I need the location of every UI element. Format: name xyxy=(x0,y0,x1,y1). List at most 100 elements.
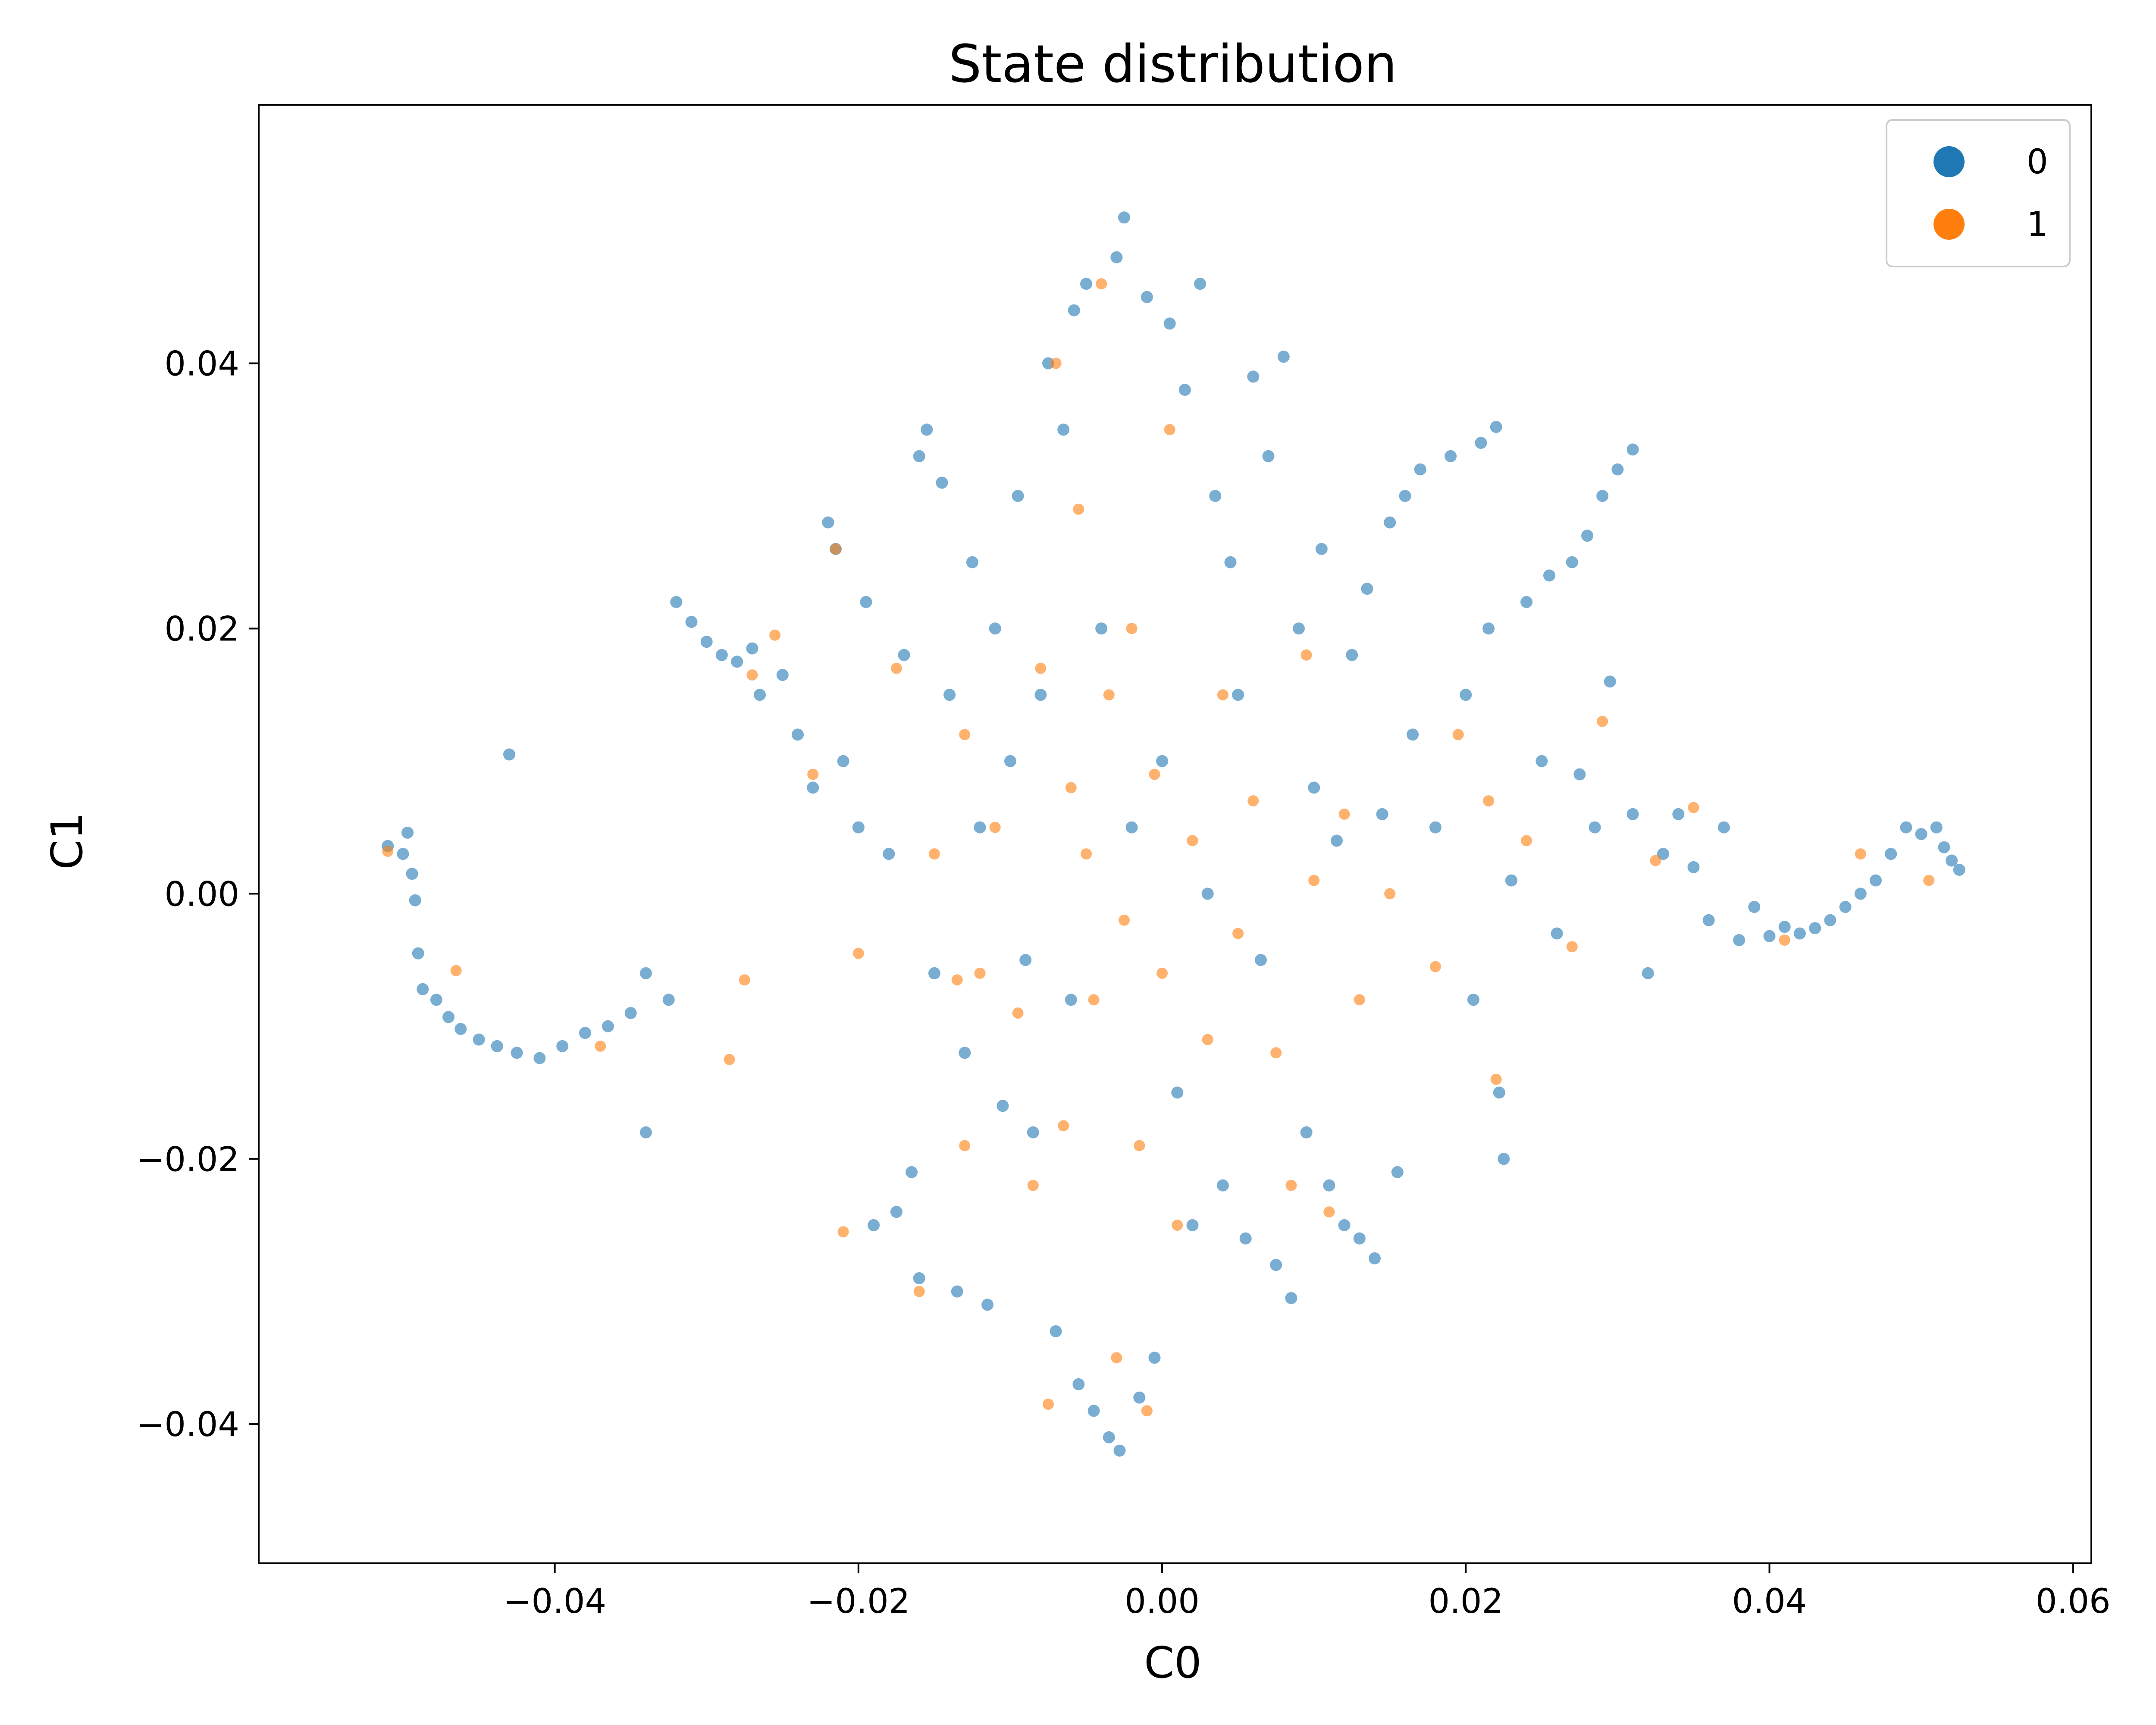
point-series-1-34 xyxy=(1134,1140,1145,1151)
point-series-0-93 xyxy=(1277,351,1290,363)
point-series-0-154 xyxy=(1930,821,1943,834)
point-series-0-81 xyxy=(1186,1219,1199,1231)
point-series-0-133 xyxy=(1626,443,1639,456)
point-series-0-51 xyxy=(974,821,986,834)
point-series-1-2 xyxy=(595,1040,606,1052)
point-series-1-59 xyxy=(1597,715,1608,727)
point-series-1-17 xyxy=(974,967,986,979)
point-series-0-123 xyxy=(1536,755,1548,767)
point-series-0-155 xyxy=(1938,841,1950,853)
point-series-1-22 xyxy=(1043,1399,1054,1410)
x-tick-label: 0.06 xyxy=(2036,1582,2111,1621)
point-series-0-107 xyxy=(1384,516,1396,529)
point-series-0-17 xyxy=(602,1020,614,1032)
point-series-0-104 xyxy=(1361,583,1373,595)
point-series-0-82 xyxy=(1194,278,1206,290)
x-tick-label: −0.04 xyxy=(503,1582,606,1621)
point-series-0-9 xyxy=(454,1023,467,1035)
x-tick-label: 0.04 xyxy=(1732,1582,1807,1621)
point-series-0-145 xyxy=(1793,927,1806,940)
point-series-1-21 xyxy=(1035,662,1047,674)
x-tick-label: 0.00 xyxy=(1125,1582,1200,1621)
point-series-0-96 xyxy=(1300,1126,1313,1138)
point-series-0-132 xyxy=(1611,463,1624,476)
point-series-0-10 xyxy=(473,1033,485,1046)
point-series-0-128 xyxy=(1581,530,1593,542)
point-series-0-50 xyxy=(966,556,978,568)
point-series-1-52 xyxy=(1384,888,1396,900)
point-series-0-153 xyxy=(1915,828,1927,840)
point-series-1-3 xyxy=(724,1054,735,1065)
x-axis-label: C0 xyxy=(1144,1637,1201,1688)
y-tick-label: 0.00 xyxy=(164,875,239,914)
point-series-0-117 xyxy=(1482,622,1495,635)
x-tick-label: −0.02 xyxy=(807,1582,910,1621)
point-series-0-91 xyxy=(1262,450,1275,462)
point-series-0-32 xyxy=(822,516,834,529)
point-series-0-135 xyxy=(1642,967,1654,979)
point-series-1-38 xyxy=(1164,424,1175,436)
point-series-0-1 xyxy=(397,848,409,860)
point-series-0-105 xyxy=(1369,1252,1381,1264)
point-series-1-9 xyxy=(837,1226,849,1238)
point-series-0-116 xyxy=(1475,437,1487,449)
point-series-1-29 xyxy=(1096,278,1107,290)
point-series-0-24 xyxy=(700,636,713,648)
point-series-0-8 xyxy=(442,1011,455,1023)
point-series-1-27 xyxy=(1081,848,1092,860)
x-axis: −0.04 −0.02 0.00 0.02 0.04 0.06 xyxy=(503,1563,2111,1621)
point-series-0-23 xyxy=(685,616,698,628)
point-series-1-46 xyxy=(1285,1179,1297,1191)
point-series-0-41 xyxy=(906,1166,918,1178)
points-layer xyxy=(382,211,1965,1457)
point-series-1-57 xyxy=(1521,835,1532,847)
point-series-0-34 xyxy=(837,755,849,767)
point-series-1-53 xyxy=(1429,961,1441,972)
point-series-0-63 xyxy=(1065,994,1077,1006)
point-series-1-36 xyxy=(1149,768,1160,780)
point-series-0-78 xyxy=(1163,317,1176,330)
point-series-0-59 xyxy=(1034,689,1047,701)
point-series-1-33 xyxy=(1126,623,1138,634)
point-series-0-25 xyxy=(715,649,728,661)
point-series-0-68 xyxy=(1095,622,1108,635)
point-series-0-118 xyxy=(1490,421,1502,433)
point-series-0-102 xyxy=(1346,649,1358,661)
point-series-0-103 xyxy=(1353,1232,1366,1245)
point-series-0-147 xyxy=(1824,914,1836,926)
point-series-0-3 xyxy=(406,868,418,880)
point-series-0-149 xyxy=(1854,888,1867,900)
point-series-0-137 xyxy=(1672,808,1685,820)
point-series-0-114 xyxy=(1460,689,1472,701)
point-series-1-26 xyxy=(1073,503,1084,515)
point-series-0-109 xyxy=(1399,490,1411,502)
point-series-0-97 xyxy=(1308,781,1320,794)
point-series-0-65 xyxy=(1072,1378,1085,1390)
point-series-0-66 xyxy=(1080,278,1092,290)
point-series-1-25 xyxy=(1065,782,1077,794)
y-tick-label: −0.02 xyxy=(136,1140,239,1179)
point-series-1-41 xyxy=(1202,1034,1213,1045)
point-series-0-152 xyxy=(1900,821,1912,834)
point-series-1-28 xyxy=(1088,994,1100,1006)
point-series-0-62 xyxy=(1057,423,1070,436)
point-series-0-90 xyxy=(1254,954,1267,966)
point-series-0-86 xyxy=(1224,556,1237,568)
legend-box xyxy=(1886,119,2071,267)
point-series-0-131 xyxy=(1604,675,1616,688)
point-series-0-141 xyxy=(1733,934,1745,946)
point-series-1-8 xyxy=(830,543,841,555)
point-series-0-80 xyxy=(1178,384,1191,396)
point-series-0-121 xyxy=(1505,874,1517,887)
point-series-0-38 xyxy=(883,848,895,860)
point-series-0-129 xyxy=(1589,821,1601,834)
point-series-0-140 xyxy=(1717,821,1730,834)
point-series-1-47 xyxy=(1300,649,1312,661)
point-series-0-144 xyxy=(1778,921,1791,933)
point-series-1-39 xyxy=(1172,1220,1183,1231)
point-series-0-56 xyxy=(1012,490,1024,502)
point-series-1-51 xyxy=(1354,994,1365,1006)
point-series-0-11 xyxy=(491,1040,503,1052)
point-series-1-15 xyxy=(959,729,971,740)
point-series-0-67 xyxy=(1087,1405,1100,1417)
